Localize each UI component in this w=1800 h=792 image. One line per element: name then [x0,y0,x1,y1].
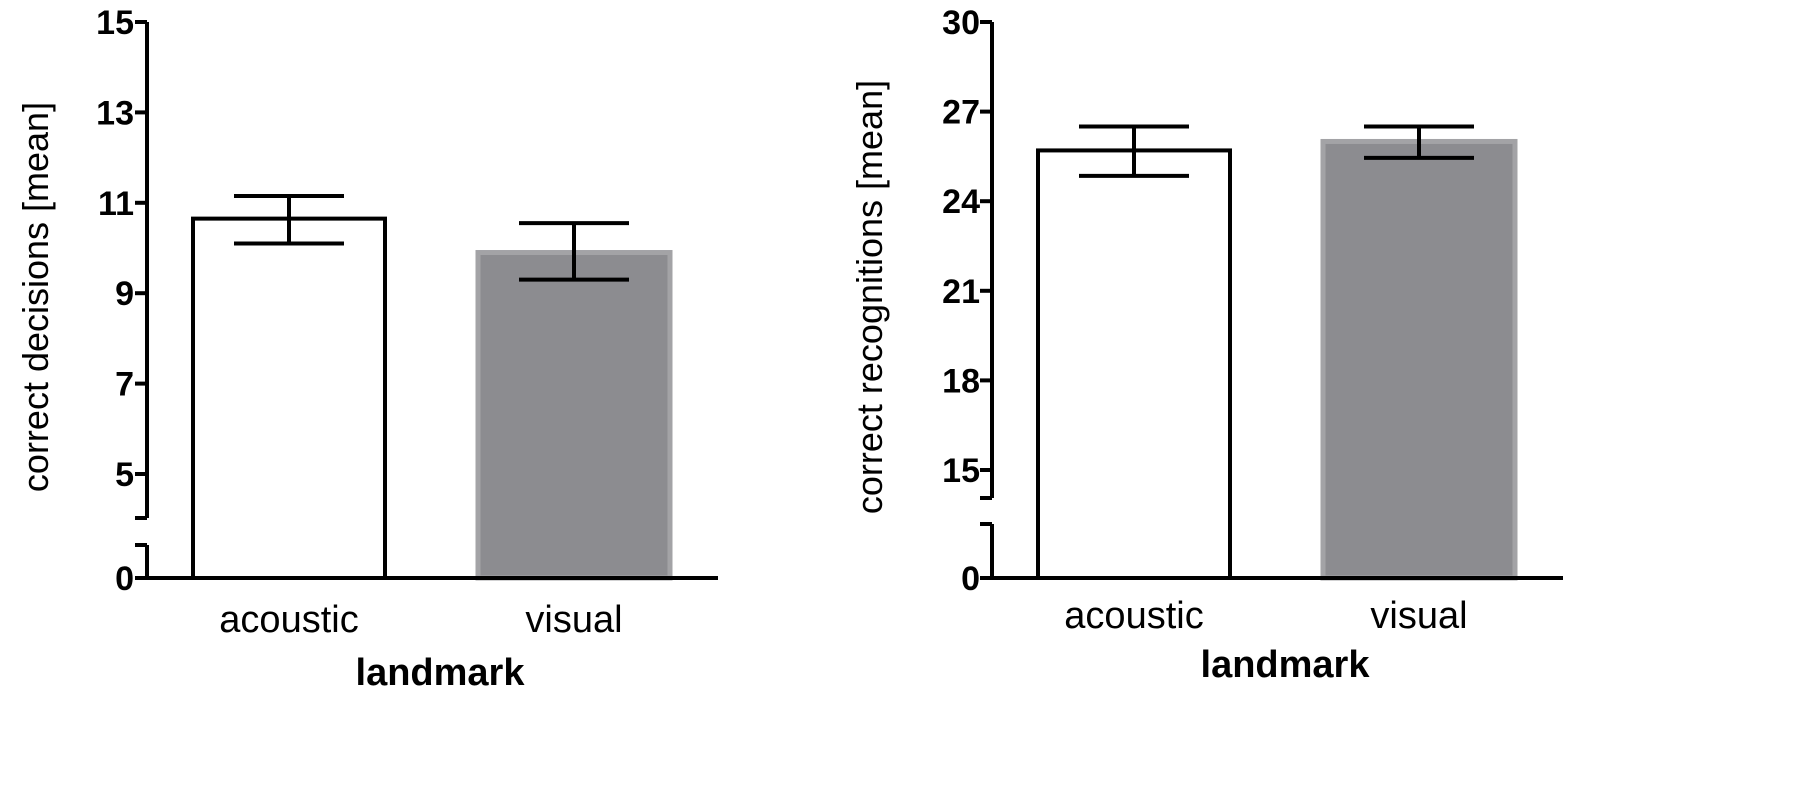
y-tick-label: 24 [942,183,980,221]
y-tick-label: 0 [961,560,980,598]
y-tick-label: 27 [942,94,980,132]
x-axis-title: landmark [1201,644,1371,686]
y-tick-label: 15 [96,4,134,42]
bar-visual [475,250,673,581]
x-category-label: visual [1370,595,1467,637]
bar-acoustic [191,216,387,580]
chart-panel-recognitions: 0 15 18 21 24 27 30 acoustic visual landmark corre… [849,4,1563,686]
bar-acoustic [1036,148,1232,580]
y-tick-label: 15 [942,452,980,490]
y-tick-label: 11 [98,185,134,223]
bar-visual [1320,138,1518,581]
y-axis-title: correct recognitions [mean] [849,80,890,514]
x-category-label: acoustic [219,599,358,641]
chart-panel-decisions: 0 5 7 9 11 13 15 acoustic visual landmark correct … [15,4,718,694]
y-tick-label: 13 [96,94,134,132]
y-tick-label: 30 [942,4,980,42]
x-category-label: acoustic [1064,595,1203,637]
y-tick-label: 7 [115,366,134,404]
x-axis-title: landmark [356,652,526,694]
y-axis-title: correct decisions [mean] [15,102,56,492]
y-tick-label: 18 [942,362,980,400]
x-category-label: visual [525,599,622,641]
y-tick-label: 21 [942,273,980,311]
y-tick-label: 5 [115,456,134,494]
y-tick-label: 0 [115,560,134,598]
y-tick-label: 9 [115,275,134,313]
